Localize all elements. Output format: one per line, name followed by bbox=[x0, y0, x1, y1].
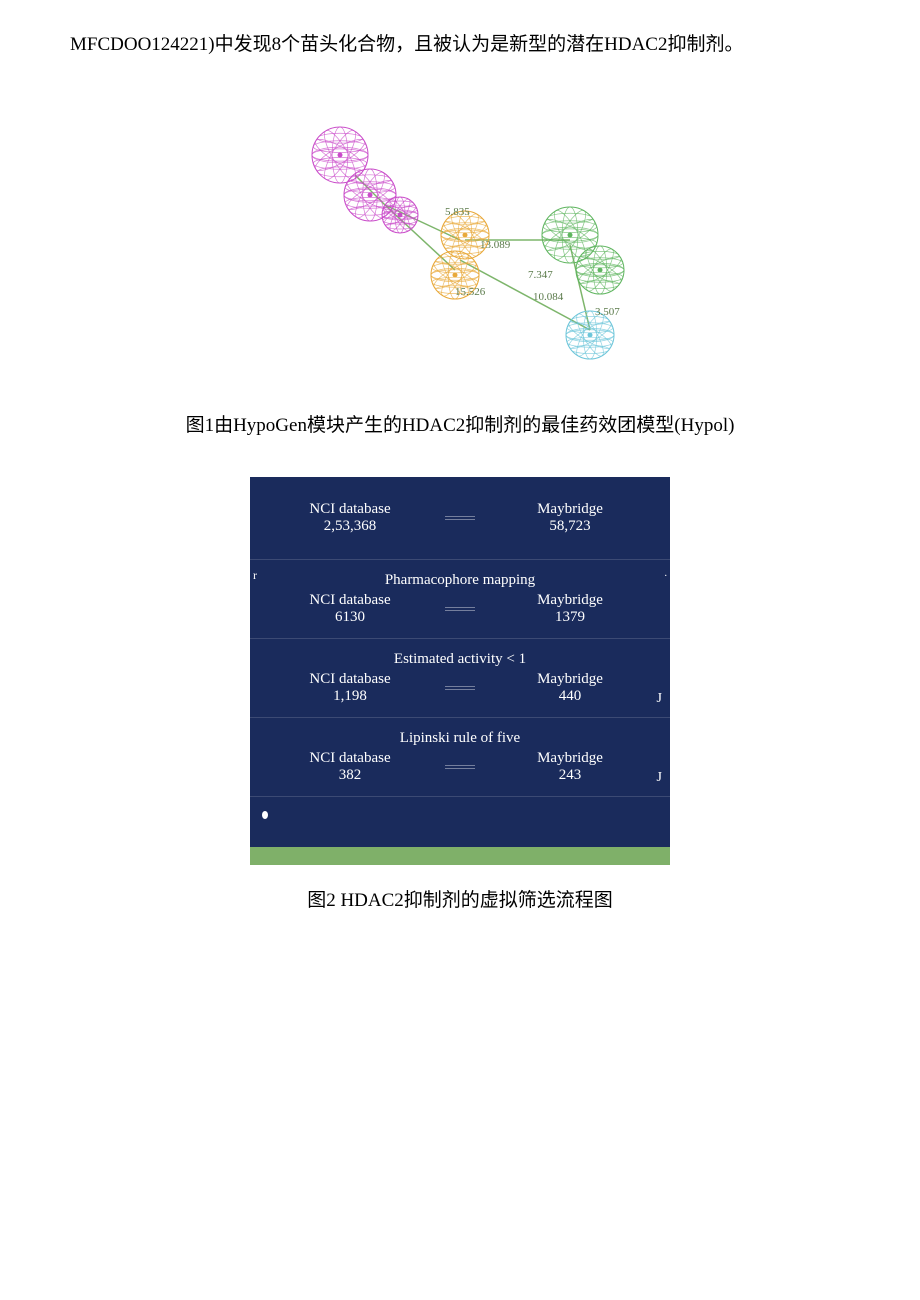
arrow-icon bbox=[445, 686, 475, 687]
step-0-right-db: Maybridge bbox=[490, 501, 650, 518]
step-2-left-db: NCI database bbox=[270, 671, 430, 688]
svg-text:5.835: 5.835 bbox=[445, 206, 470, 218]
pharmacophore-svg: 5.835 13.089 15.526 7.347 10.084 3.507 bbox=[260, 90, 660, 390]
step-3-left-db: NCI database bbox=[270, 750, 430, 767]
tick-r: r bbox=[253, 568, 257, 583]
svg-text:15.526: 15.526 bbox=[455, 286, 486, 298]
step-0-left-count: 2,53,368 bbox=[270, 518, 430, 535]
flowchart-bottom-area bbox=[250, 797, 670, 847]
flowchart-green-bar bbox=[250, 847, 670, 865]
step-3-right-db: Maybridge bbox=[490, 750, 650, 767]
arrow-icon bbox=[445, 607, 475, 608]
arrow-icon bbox=[445, 765, 475, 766]
step-0-right-count: 58,723 bbox=[490, 518, 650, 535]
flowchart-step-0: NCI database 2,53,368 Maybridge 58,723 bbox=[250, 477, 670, 560]
step-3-left-count: 382 bbox=[270, 767, 430, 784]
figure-2-flowchart: NCI database 2,53,368 Maybridge 58,723 r… bbox=[250, 477, 670, 865]
step-2-right-count: 440 bbox=[490, 688, 650, 705]
svg-text:3.507: 3.507 bbox=[595, 306, 620, 318]
svg-text:13.089: 13.089 bbox=[480, 239, 511, 251]
arrow-icon bbox=[445, 689, 475, 690]
step-3-side: J bbox=[657, 770, 662, 786]
intro-paragraph: MFCDOO124221)中发现8个苗头化合物，且被认为是新型的潜在HDAC2抑… bbox=[70, 30, 850, 60]
flowchart-step-1: r . Pharmacophore mapping NCI database 6… bbox=[250, 560, 670, 639]
flowchart-step-2: Estimated activity < 1 NCI database 1,19… bbox=[250, 639, 670, 718]
step-1-title: Pharmacophore mapping bbox=[270, 572, 650, 589]
arrow-icon bbox=[445, 519, 475, 520]
figure-1-pharmacophore: 5.835 13.089 15.526 7.347 10.084 3.507 bbox=[260, 90, 660, 390]
figure-2-caption: 图2 HDAC2抑制剂的虚拟筛选流程图 bbox=[70, 885, 850, 912]
step-1-left-db: NCI database bbox=[270, 592, 430, 609]
dot-icon bbox=[262, 811, 268, 819]
step-1-right-count: 1379 bbox=[490, 609, 650, 626]
tick-dot: . bbox=[665, 568, 668, 579]
step-2-right-db: Maybridge bbox=[490, 671, 650, 688]
step-3-title: Lipinski rule of five bbox=[270, 730, 650, 747]
arrow-icon bbox=[445, 516, 475, 517]
step-1-right-db: Maybridge bbox=[490, 592, 650, 609]
svg-text:7.347: 7.347 bbox=[528, 269, 553, 281]
step-2-title: Estimated activity < 1 bbox=[270, 651, 650, 668]
step-0-left-db: NCI database bbox=[270, 501, 430, 518]
step-1-left-count: 6130 bbox=[270, 609, 430, 626]
step-2-left-count: 1,198 bbox=[270, 688, 430, 705]
arrow-icon bbox=[445, 610, 475, 611]
step-2-side: J bbox=[657, 691, 662, 707]
figure-1-caption: 图1由HypoGen模块产生的HDAC2抑制剂的最佳药效团模型(Hypol) bbox=[70, 410, 850, 437]
svg-text:10.084: 10.084 bbox=[533, 291, 564, 303]
flowchart-step-3: Lipinski rule of five NCI database 382 M… bbox=[250, 718, 670, 797]
step-3-right-count: 243 bbox=[490, 767, 650, 784]
arrow-icon bbox=[445, 768, 475, 769]
